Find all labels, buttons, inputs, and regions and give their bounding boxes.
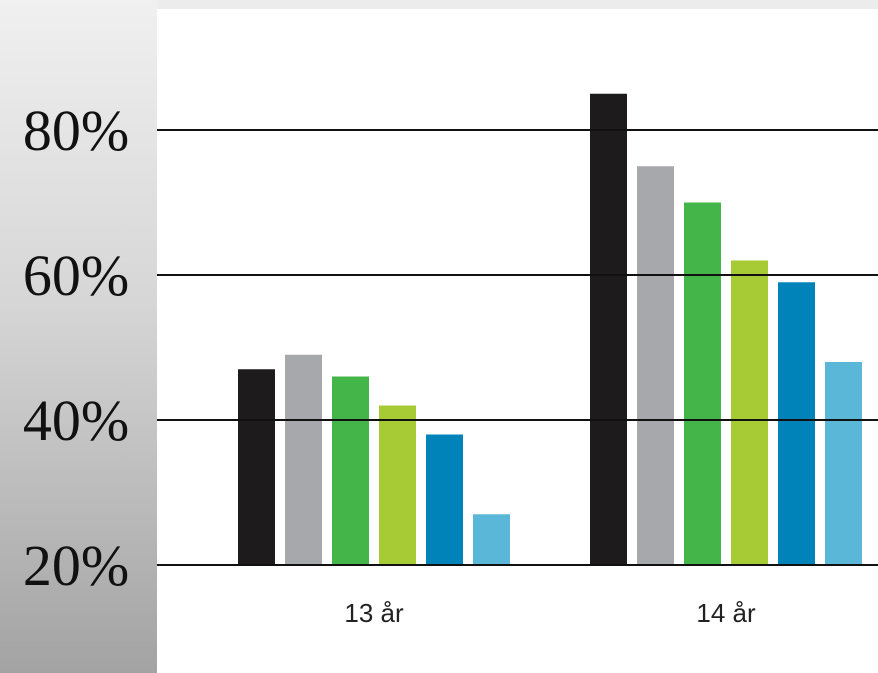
bar: [426, 434, 463, 565]
y-axis-panel: [0, 0, 157, 673]
y-tick-label: 80%: [23, 98, 129, 163]
bar: [778, 282, 815, 565]
bar: [590, 93, 627, 565]
y-tick-label: 40%: [23, 388, 129, 453]
x-tick-label: 14 år: [696, 598, 756, 628]
y-tick-label: 20%: [23, 533, 129, 598]
bar: [379, 405, 416, 565]
bar: [473, 514, 510, 565]
bar: [825, 362, 862, 565]
bar: [332, 376, 369, 565]
bar: [285, 354, 322, 565]
bar: [684, 202, 721, 565]
bar: [637, 166, 674, 565]
bar: [731, 260, 768, 565]
x-tick-label: 13 år: [344, 598, 404, 628]
bar: [238, 369, 275, 565]
y-tick-label: 60%: [23, 243, 129, 308]
